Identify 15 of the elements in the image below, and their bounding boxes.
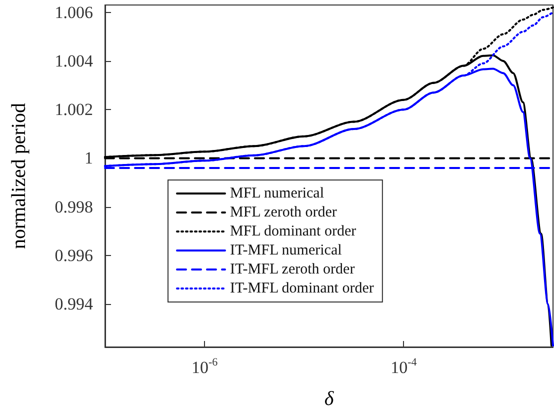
legend-label: IT-MFL zeroth order — [230, 262, 355, 278]
legend-label: MFL dominant order — [230, 224, 356, 240]
legend-label: IT-MFL dominant order — [230, 280, 374, 296]
y-tick-label: 0.994 — [54, 294, 94, 314]
y-tick-label: 0.998 — [54, 197, 93, 216]
legend-label: IT-MFL numerical — [230, 242, 342, 258]
y-tick-label: 0.996 — [54, 246, 93, 266]
y-axis-title: normalized period — [8, 102, 30, 250]
x-axis-title: δ — [324, 388, 334, 410]
y-tick-label: 1.006 — [54, 2, 93, 22]
legend-label: MFL numerical — [230, 186, 324, 202]
legend-label: MFL zeroth order — [230, 204, 337, 220]
y-tick-label: 1.002 — [54, 100, 93, 120]
y-tick-label: 1.004 — [54, 51, 94, 70]
y-tick-label: 1 — [84, 148, 93, 168]
